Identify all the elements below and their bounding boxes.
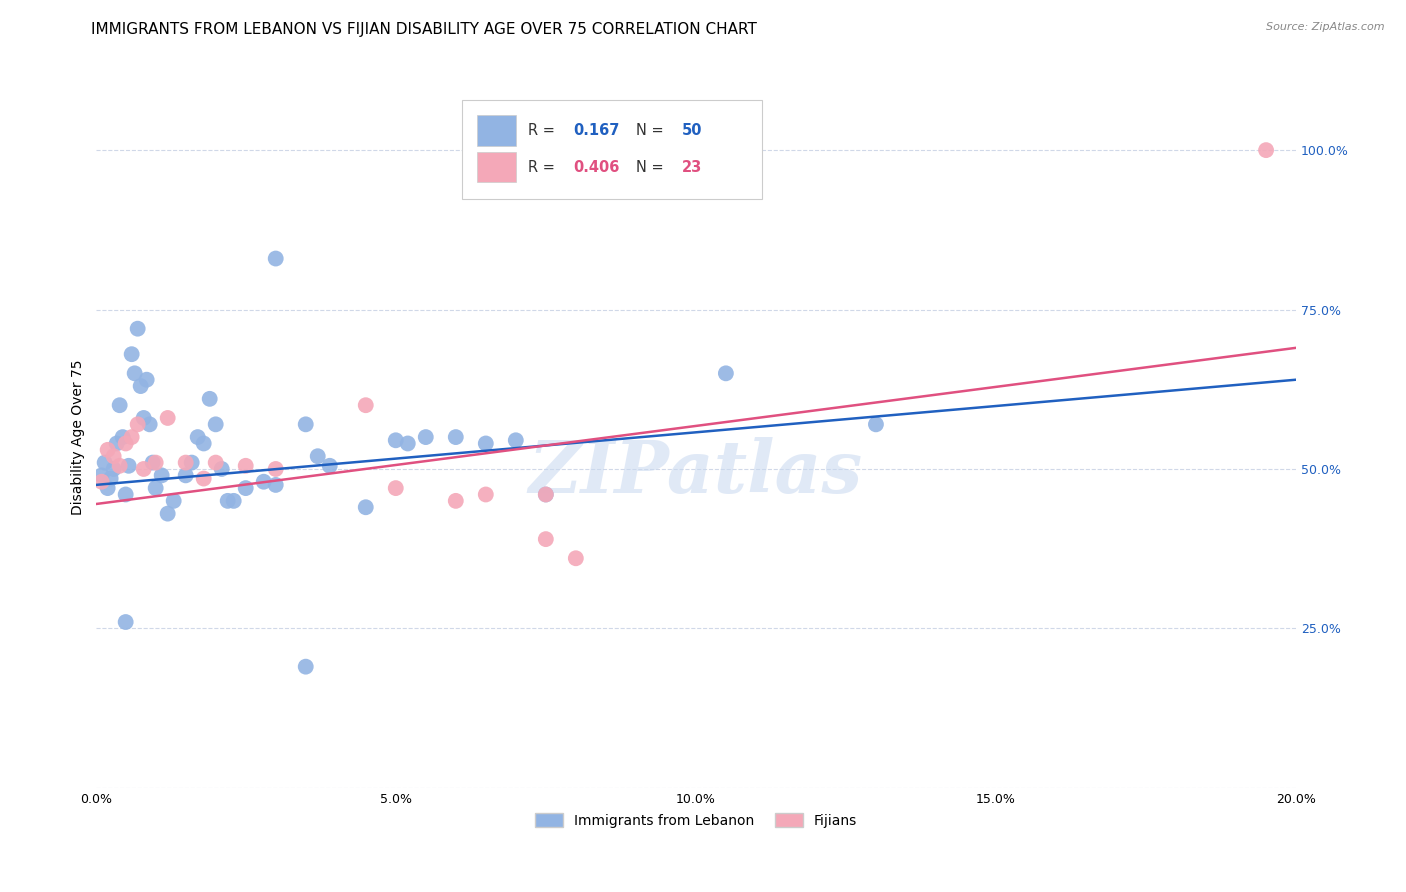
Y-axis label: Disability Age Over 75: Disability Age Over 75 (72, 359, 86, 515)
Point (150, 468, 173, 483)
Point (90, 475, 112, 489)
Point (193, 436, 215, 450)
Point (565, 551, 588, 566)
Point (294, 659, 316, 673)
Point (124, 367, 146, 381)
Point (204, 417, 226, 432)
Point (865, 417, 887, 432)
Point (114, 487, 136, 501)
Point (294, 417, 316, 432)
Text: R =: R = (527, 123, 560, 138)
Text: 50: 50 (682, 123, 702, 138)
Point (135, 373, 157, 387)
Legend: Immigrants from Lebanon, Fijians: Immigrants from Lebanon, Fijians (529, 807, 862, 833)
Point (142, 456, 165, 470)
Point (187, 430, 209, 444)
Point (138, 417, 160, 432)
Point (354, 500, 377, 515)
Point (444, 494, 467, 508)
Point (145, 456, 167, 470)
Point (174, 456, 197, 470)
Text: Source: ZipAtlas.com: Source: ZipAtlas.com (1267, 22, 1385, 32)
Text: 0.406: 0.406 (574, 160, 620, 175)
Point (174, 468, 197, 483)
Point (264, 252, 287, 266)
Point (145, 481, 167, 495)
Point (415, 430, 437, 444)
Point (97, 481, 120, 495)
Point (100, 471, 122, 485)
Point (105, 436, 128, 450)
Point (204, 456, 226, 470)
Point (235, 481, 257, 495)
Point (534, 487, 557, 501)
Point (235, 458, 257, 473)
FancyBboxPatch shape (478, 115, 516, 146)
Point (211, 462, 233, 476)
Point (354, 398, 377, 412)
Point (103, 449, 125, 463)
Point (108, 398, 131, 412)
Text: N =: N = (636, 123, 668, 138)
Point (163, 494, 186, 508)
Point (127, 417, 149, 432)
Text: R =: R = (527, 160, 560, 175)
Point (121, 347, 143, 361)
Text: 0.167: 0.167 (574, 123, 620, 138)
Point (97, 442, 120, 457)
FancyBboxPatch shape (461, 101, 762, 199)
Point (222, 494, 245, 508)
Point (534, 532, 557, 546)
Point (111, 430, 134, 444)
Point (253, 475, 276, 489)
FancyBboxPatch shape (478, 152, 516, 183)
Point (475, 436, 498, 450)
Point (396, 436, 419, 450)
Point (534, 487, 557, 501)
Point (129, 379, 152, 393)
Point (114, 615, 136, 629)
Point (198, 392, 221, 406)
Point (264, 462, 287, 476)
Point (714, 367, 737, 381)
Point (132, 462, 155, 476)
Point (118, 458, 141, 473)
Point (444, 430, 467, 444)
Point (180, 456, 202, 470)
Text: ZIPatlas: ZIPatlas (529, 437, 863, 508)
Point (103, 462, 125, 476)
Point (307, 449, 329, 463)
Point (384, 481, 406, 495)
Point (1254, 143, 1277, 157)
Point (217, 494, 239, 508)
Point (384, 434, 406, 448)
Point (132, 411, 155, 425)
Point (156, 411, 179, 425)
Point (127, 321, 149, 335)
Point (93, 456, 115, 470)
Text: N =: N = (636, 160, 668, 175)
Point (108, 458, 131, 473)
Point (475, 487, 498, 501)
Point (121, 430, 143, 444)
Text: IMMIGRANTS FROM LEBANON VS FIJIAN DISABILITY AGE OVER 75 CORRELATION CHART: IMMIGRANTS FROM LEBANON VS FIJIAN DISABI… (91, 22, 758, 37)
Point (505, 434, 527, 448)
Point (156, 507, 179, 521)
Point (264, 478, 287, 492)
Point (319, 458, 342, 473)
Point (114, 436, 136, 450)
Point (193, 471, 215, 485)
Text: 23: 23 (682, 160, 702, 175)
Point (90, 468, 112, 483)
